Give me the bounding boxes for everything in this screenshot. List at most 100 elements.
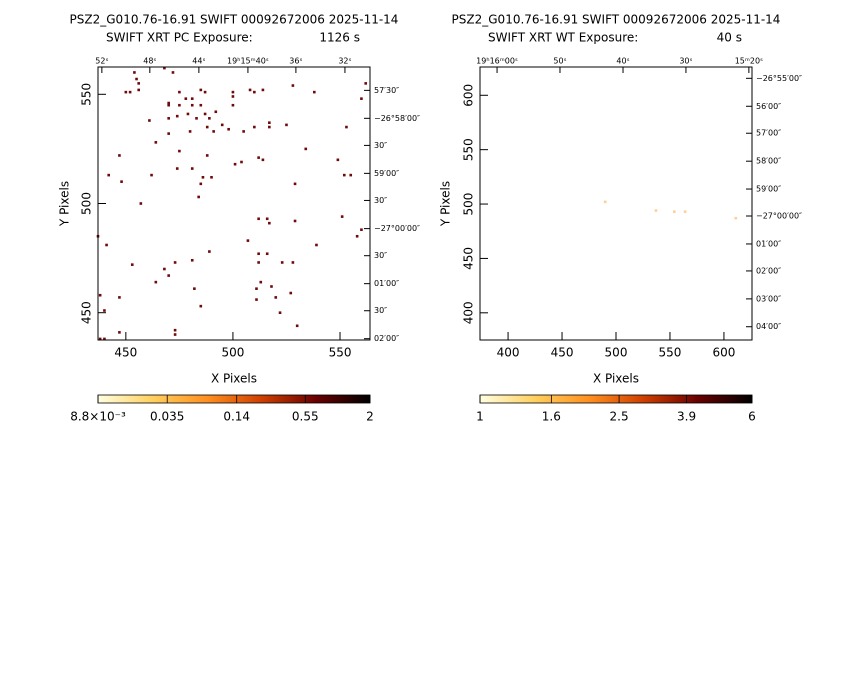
x-tick-label: 450 [114, 346, 137, 360]
event-point [265, 252, 269, 256]
x-tick-label: 500 [221, 346, 244, 360]
x-axis-label: X Pixels [211, 372, 257, 386]
event-point [205, 154, 209, 157]
event-point [167, 101, 170, 105]
event-point [173, 328, 177, 332]
event-point [199, 88, 203, 92]
x2-tick-label: 50ˢ [553, 57, 566, 66]
event-point [364, 82, 368, 85]
event-point [199, 304, 203, 308]
event-point [603, 200, 607, 204]
event-point [175, 114, 179, 118]
x2-tick-label: 32ˢ [338, 57, 351, 66]
x-tick-label: 550 [659, 346, 682, 360]
event-point [261, 88, 265, 92]
event-point [173, 333, 177, 336]
x2-tick-label: 36ˢ [289, 57, 302, 66]
event-point [340, 215, 344, 218]
event-point [130, 263, 134, 266]
event-point [220, 123, 224, 127]
x2-tick-label: 30ˢ [679, 57, 692, 66]
colorbar [97, 394, 371, 404]
y2-tick-label: 30″ [374, 196, 387, 205]
event-point [257, 261, 260, 264]
event-point [227, 127, 230, 131]
event-point [285, 123, 288, 127]
y2-tick-label: 57′30″ [374, 86, 399, 95]
event-point [683, 210, 687, 213]
plot-frame [479, 66, 753, 341]
event-point [135, 77, 138, 81]
event-point [208, 250, 211, 253]
event-point [734, 216, 738, 220]
event-point [293, 182, 297, 186]
event-point [345, 125, 348, 129]
event-point [210, 175, 213, 179]
event-point [268, 125, 271, 129]
y-tick-label: 450 [80, 301, 94, 324]
colorbar-tick-label: 0.035 [150, 410, 184, 424]
event-point [654, 209, 658, 212]
event-point [124, 90, 128, 94]
event-point [118, 154, 121, 157]
event-point [137, 88, 140, 92]
event-point [150, 173, 153, 177]
event-point [242, 130, 245, 133]
y2-tick-label: 02′00″ [756, 266, 781, 275]
event-point [178, 103, 181, 107]
event-point [118, 331, 121, 334]
x2-tick-label: 19ʰ15ᵐ40ˢ [227, 57, 269, 66]
event-point [203, 90, 207, 94]
y2-tick-label: 57′00″ [756, 129, 781, 138]
y2-tick-label: 01′00″ [374, 279, 399, 288]
event-point [190, 103, 194, 107]
y2-tick-label: −26°55′00″ [756, 74, 802, 83]
y2-tick-label: −27°00′00″ [374, 224, 420, 233]
event-point [342, 173, 346, 177]
event-point [178, 149, 181, 153]
x2-tick-label: 48ˢ [143, 57, 156, 66]
event-point [289, 291, 293, 295]
event-point [261, 158, 265, 162]
event-point [257, 217, 260, 221]
event-point [268, 221, 271, 225]
y2-tick-label: 59′00″ [756, 185, 781, 194]
colorbar-tick-label: 1.6 [542, 410, 561, 424]
y-axis-label: Y Pixels [439, 181, 453, 227]
event-point [197, 195, 200, 199]
event-point [154, 141, 158, 144]
event-point [186, 112, 190, 116]
event-point [268, 121, 271, 124]
y-tick-label: 550 [462, 138, 476, 161]
event-point [184, 97, 188, 100]
event-point [208, 117, 211, 120]
event-point [199, 103, 203, 107]
event-point [255, 287, 258, 290]
event-point [103, 337, 106, 341]
event-point [240, 160, 243, 164]
y2-tick-label: 30″ [374, 251, 387, 260]
event-point [190, 97, 194, 100]
y-axis-label: Y Pixels [58, 181, 72, 227]
y2-tick-label: 56′00″ [756, 102, 781, 111]
event-point [167, 274, 170, 277]
colorbar [479, 394, 753, 404]
x2-tick-label: 44ˢ [192, 57, 205, 66]
event-point [199, 182, 203, 186]
event-point [295, 324, 299, 328]
event-point [163, 66, 166, 70]
x2-tick-label: 40ˢ [616, 57, 629, 66]
event-point [336, 158, 340, 162]
y2-tick-label: −26°58′00″ [374, 114, 420, 123]
event-point [203, 112, 207, 116]
colorbar-tick-label: 2.5 [610, 410, 629, 424]
event-point [278, 311, 282, 314]
event-point [154, 280, 158, 284]
event-point [167, 103, 170, 107]
event-point [265, 217, 269, 221]
event-point [137, 82, 140, 85]
colorbar-tick-label: 0.14 [223, 410, 250, 424]
event-point [190, 258, 194, 262]
colorbar-tick-label: 2 [366, 410, 374, 424]
